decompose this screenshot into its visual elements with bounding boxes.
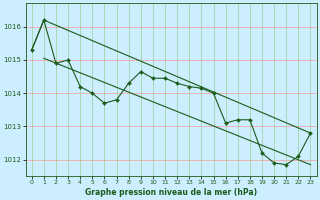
X-axis label: Graphe pression niveau de la mer (hPa): Graphe pression niveau de la mer (hPa): [85, 188, 257, 197]
